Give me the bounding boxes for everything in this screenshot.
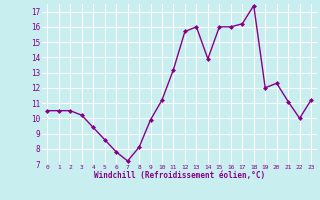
X-axis label: Windchill (Refroidissement éolien,°C): Windchill (Refroidissement éolien,°C): [94, 171, 265, 180]
